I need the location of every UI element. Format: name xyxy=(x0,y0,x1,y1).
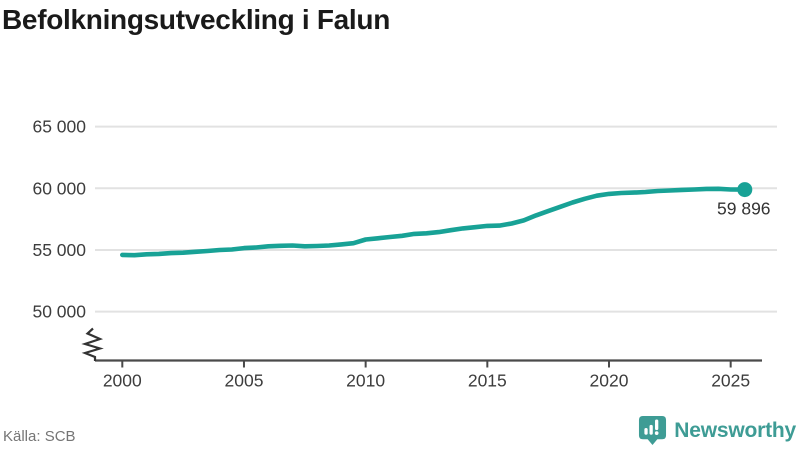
page-title: Befolkningsutveckling i Falun xyxy=(2,4,391,35)
x-tick-label: 2000 xyxy=(103,371,142,391)
y-tick-label: 60 000 xyxy=(32,178,86,198)
y-tick-label: 50 000 xyxy=(32,302,86,322)
source-label: Källa: SCB xyxy=(3,428,76,445)
x-tick-label: 2015 xyxy=(468,371,507,391)
y-tick-label: 65 000 xyxy=(32,117,86,137)
y-tick-label: 55 000 xyxy=(32,240,86,260)
brand-name-label: Newsworthy xyxy=(674,418,796,442)
newsworthy-brand: Newsworthy xyxy=(638,415,796,446)
x-tick-label: 2005 xyxy=(225,371,264,391)
x-tick-label: 2010 xyxy=(346,371,385,391)
bar-chart-speech-bubble-icon xyxy=(638,415,667,446)
series-line xyxy=(120,186,748,258)
end-point-dot xyxy=(737,182,753,198)
x-tick-label: 2025 xyxy=(711,371,750,391)
axis-break-icon xyxy=(81,327,104,361)
end-value-label: 59 896 xyxy=(717,199,771,219)
x-tick-label: 2020 xyxy=(590,371,629,391)
